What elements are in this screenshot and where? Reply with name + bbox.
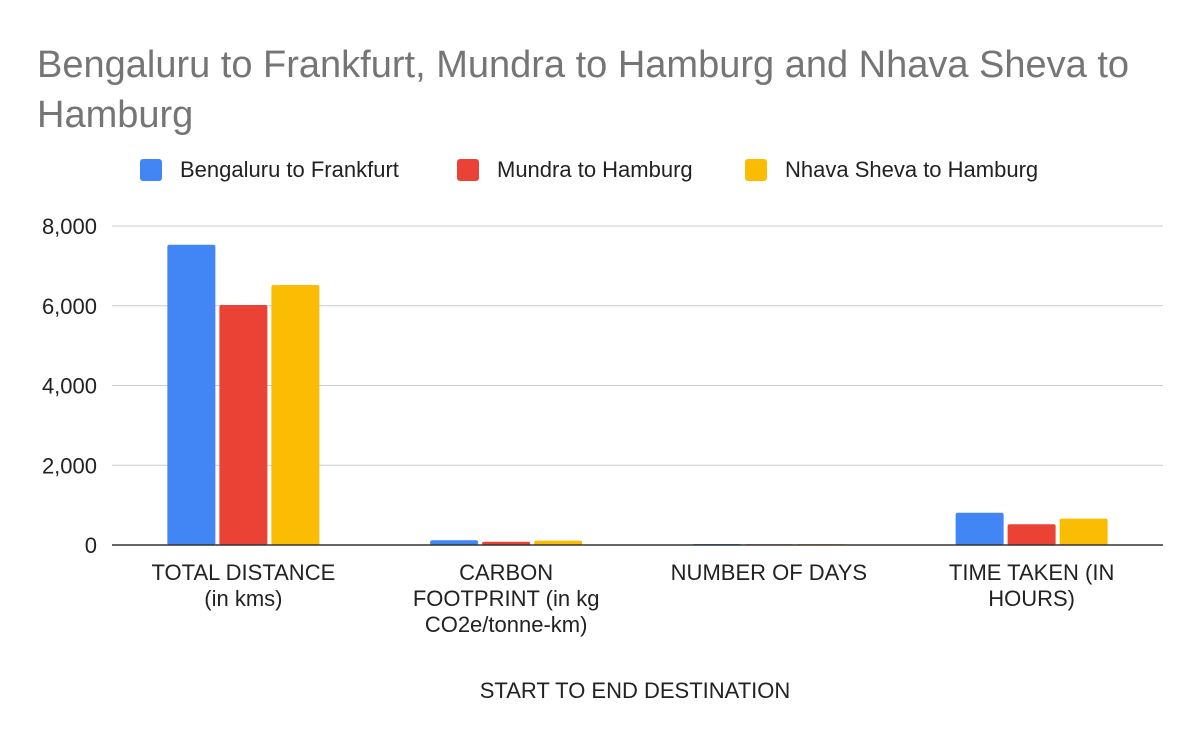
x-tick-label-line: CO2e/tonne-km) (425, 612, 588, 637)
x-tick-label-line: HOURS) (988, 586, 1075, 611)
legend-label: Nhava Sheva to Hamburg (785, 157, 1039, 182)
legend-item-bengaluru-frankfurt: Bengaluru to Frankfurt (140, 157, 399, 183)
y-tick-label: 2,000 (42, 453, 97, 478)
bar (167, 244, 216, 545)
x-axis-title: START TO END DESTINATION (479, 678, 791, 703)
bar (1059, 518, 1108, 545)
bar (430, 540, 479, 545)
y-tick-label: 0 (85, 533, 97, 558)
bar (219, 304, 268, 545)
legend-label: Bengaluru to Frankfurt (180, 157, 399, 182)
legend-label: Mundra to Hamburg (497, 157, 693, 182)
legend-swatch-mundra-hamburg (457, 159, 479, 181)
legend-swatch-bengaluru-frankfurt (140, 159, 162, 181)
legend: Bengaluru to Frankfurt Mundra to Hamburg… (0, 157, 1200, 187)
y-tick-label: 6,000 (42, 294, 97, 319)
legend-item-nhava-sheva-hamburg: Nhava Sheva to Hamburg (745, 157, 1038, 183)
x-tick-label: TIME TAKEN (IN HOURS) (949, 560, 1114, 611)
y-tick-label: 4,000 (42, 374, 97, 399)
x-tick-label-line: NUMBER OF DAYS (671, 560, 867, 585)
bar (1007, 524, 1056, 545)
bar (482, 541, 531, 545)
chart-title: Bengaluru to Frankfurt, Mundra to Hambur… (37, 44, 1130, 136)
legend-swatch-nhava-sheva-hamburg (745, 159, 767, 181)
bar (534, 540, 583, 545)
bar (955, 512, 1004, 545)
x-tick-label-line: TIME TAKEN (IN (949, 560, 1114, 585)
x-tick-label-line: (in kms) (204, 586, 282, 611)
x-tick-label: CARBON FOOTPRINT (in kg CO2e/tonne-km) (413, 560, 600, 637)
bar (271, 285, 320, 545)
x-tick-label: NUMBER OF DAYS (671, 560, 867, 585)
x-tick-label-line: TOTAL DISTANCE (151, 560, 335, 585)
legend-item-mundra-hamburg: Mundra to Hamburg (457, 157, 693, 183)
y-tick-label: 8,000 (42, 214, 97, 239)
x-tick-label-line: FOOTPRINT (in kg (413, 586, 600, 611)
x-tick-label-line: CARBON (459, 560, 553, 585)
x-tick-label: TOTAL DISTANCE (in kms) (151, 560, 335, 611)
